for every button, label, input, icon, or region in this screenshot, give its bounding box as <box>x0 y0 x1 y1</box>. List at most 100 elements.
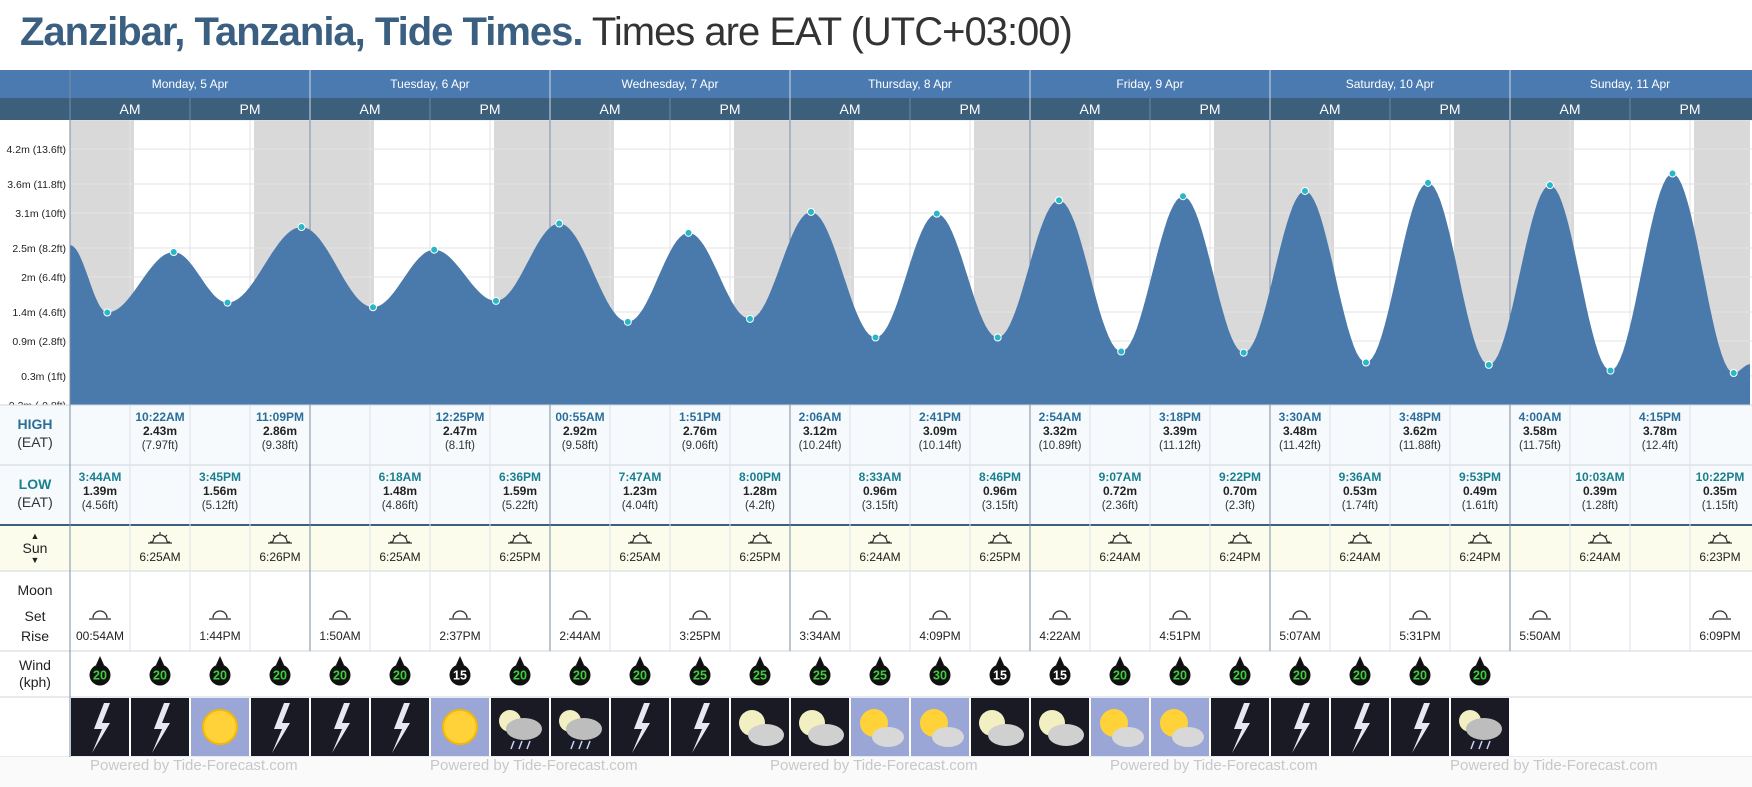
sunset-cell: 6:23PM <box>1699 532 1741 564</box>
high-tide-cell-meters: 3.09m <box>923 424 957 438</box>
tide-extreme-point[interactable] <box>1668 169 1677 178</box>
moon-time: 4:22AM <box>1039 629 1080 643</box>
tide-extreme-point[interactable] <box>492 296 500 305</box>
high-tide-cell-meters: 3.58m <box>1523 424 1557 438</box>
wind-direction-arrow-icon <box>396 656 404 665</box>
page-title: Zanzibar, Tanzania, Tide Times. Times ar… <box>20 10 1073 55</box>
sun-ray <box>872 534 876 538</box>
tide-extreme-point[interactable] <box>1362 358 1370 367</box>
weather-cell <box>371 698 429 756</box>
wind-speed: 25 <box>813 669 827 683</box>
tide-extreme-point[interactable] <box>1484 360 1493 369</box>
tide-extreme-point[interactable] <box>369 303 377 312</box>
tide-extreme-point[interactable] <box>555 219 564 228</box>
wind-direction-arrow-icon <box>1476 656 1484 665</box>
tide-extreme-point[interactable] <box>1055 196 1063 205</box>
page-header: Zanzibar, Tanzania, Tide Times. Times ar… <box>0 0 1752 70</box>
moon-rise-label: Rise <box>21 628 49 644</box>
low-tide-cell-meters: 0.49m <box>1463 484 1497 498</box>
moon-icon <box>452 610 468 619</box>
sun-ray <box>1232 534 1236 538</box>
tide-extreme-point[interactable] <box>430 245 439 254</box>
tide-extreme-point[interactable] <box>871 333 880 342</box>
tide-extreme-point[interactable] <box>1606 366 1615 375</box>
tide-extreme-point[interactable] <box>623 317 632 326</box>
sun-ray <box>992 534 996 538</box>
high-tide-cell-time: 2:06AM <box>799 410 842 424</box>
footer-credit[interactable]: Powered by Tide-Forecast.com <box>1110 757 1318 774</box>
wind-speed: 20 <box>213 669 227 683</box>
wind-badge <box>329 664 351 686</box>
tide-extreme-point[interactable] <box>932 209 941 218</box>
low-tide-cell-feet: (4.2ft) <box>745 500 775 512</box>
wind-cell: 20 <box>1229 656 1251 686</box>
tide-extreme-point[interactable] <box>1729 369 1738 378</box>
wind-direction-arrow-icon <box>936 656 944 665</box>
lightning-icon <box>1292 703 1310 753</box>
tide-extreme-point[interactable] <box>1179 192 1187 201</box>
weather-cell <box>911 698 969 756</box>
tide-extreme-point[interactable] <box>297 223 306 232</box>
tide-extreme-point[interactable] <box>103 308 112 317</box>
footer-credit[interactable]: Powered by Tide-Forecast.com <box>1450 757 1658 774</box>
day-label: Thursday, 8 Apr <box>868 77 952 91</box>
sunrise-cell: 6:25AM <box>379 532 421 564</box>
pm-label: PM <box>720 101 741 117</box>
wind-speed: 15 <box>993 669 1007 683</box>
wind-direction-arrow-icon <box>696 656 704 665</box>
day-label: Monday, 5 Apr <box>152 77 229 91</box>
cloud-icon <box>748 724 784 746</box>
wind-direction-arrow-icon <box>1116 656 1124 665</box>
wind-badge <box>1109 664 1131 686</box>
moon-time: 4:09PM <box>919 629 960 643</box>
high-tide-cell-time: 2:41PM <box>919 410 961 424</box>
high-tide-cell-meters: 2.86m <box>263 424 297 438</box>
weather-cell <box>1211 698 1269 756</box>
wind-speed: 20 <box>1233 669 1247 683</box>
wind-badge <box>1349 664 1371 686</box>
tide-extreme-point[interactable] <box>1546 181 1554 190</box>
high-tide-cell-feet: (10.14ft) <box>919 440 962 452</box>
moon-cell: 1:50AM <box>319 610 361 643</box>
wind-badge <box>569 664 591 686</box>
wind-speed: 20 <box>1293 669 1307 683</box>
high-tide-cell-meters: 3.48m <box>1283 424 1317 438</box>
wind-speed: 20 <box>513 669 527 683</box>
low-tide-cell-meters: 0.35m <box>1703 484 1737 498</box>
tide-extreme-point[interactable] <box>807 207 815 216</box>
high-tide-cell-meters: 2.76m <box>683 424 717 438</box>
sun-ray <box>1592 534 1596 538</box>
tide-extreme-point[interactable] <box>1117 347 1126 356</box>
footer-credit[interactable]: Powered by Tide-Forecast.com <box>430 757 638 774</box>
pm-label: PM <box>480 101 501 117</box>
high-tide-cell-feet: (10.89ft) <box>1039 440 1082 452</box>
sun-time: 6:25PM <box>499 550 540 564</box>
moon-row-bg <box>0 571 1752 651</box>
footer-credit[interactable]: Powered by Tide-Forecast.com <box>90 757 298 774</box>
low-row-bg <box>0 465 1752 525</box>
tide-extreme-point[interactable] <box>993 333 1002 342</box>
high-tide-cell-time: 3:18PM <box>1159 410 1201 424</box>
lightning-icon <box>1412 703 1430 753</box>
lightning-icon <box>152 703 170 753</box>
tide-extreme-point[interactable] <box>746 314 754 323</box>
tide-extreme-point[interactable] <box>1301 186 1309 195</box>
wind-speed: 20 <box>1173 669 1187 683</box>
tide-extreme-point[interactable] <box>684 228 693 237</box>
tide-extreme-point[interactable] <box>1239 348 1248 357</box>
moon-time: 1:44PM <box>199 629 240 643</box>
moon-cell: 2:44AM <box>559 610 601 643</box>
wind-direction-arrow-icon <box>1056 656 1064 665</box>
moon-icon <box>1412 610 1428 619</box>
footer-credit[interactable]: Powered by Tide-Forecast.com <box>770 757 978 774</box>
wind-badge <box>749 664 771 686</box>
tide-extreme-point[interactable] <box>169 248 178 257</box>
high-row-bg <box>0 405 1752 465</box>
tide-extreme-point[interactable] <box>1424 178 1432 187</box>
high-tide-cell-time: 4:00AM <box>1519 410 1562 424</box>
tide-extreme-point[interactable] <box>223 298 232 307</box>
sun-ray <box>1712 534 1716 538</box>
moon-cell: 2:37PM <box>439 610 481 643</box>
